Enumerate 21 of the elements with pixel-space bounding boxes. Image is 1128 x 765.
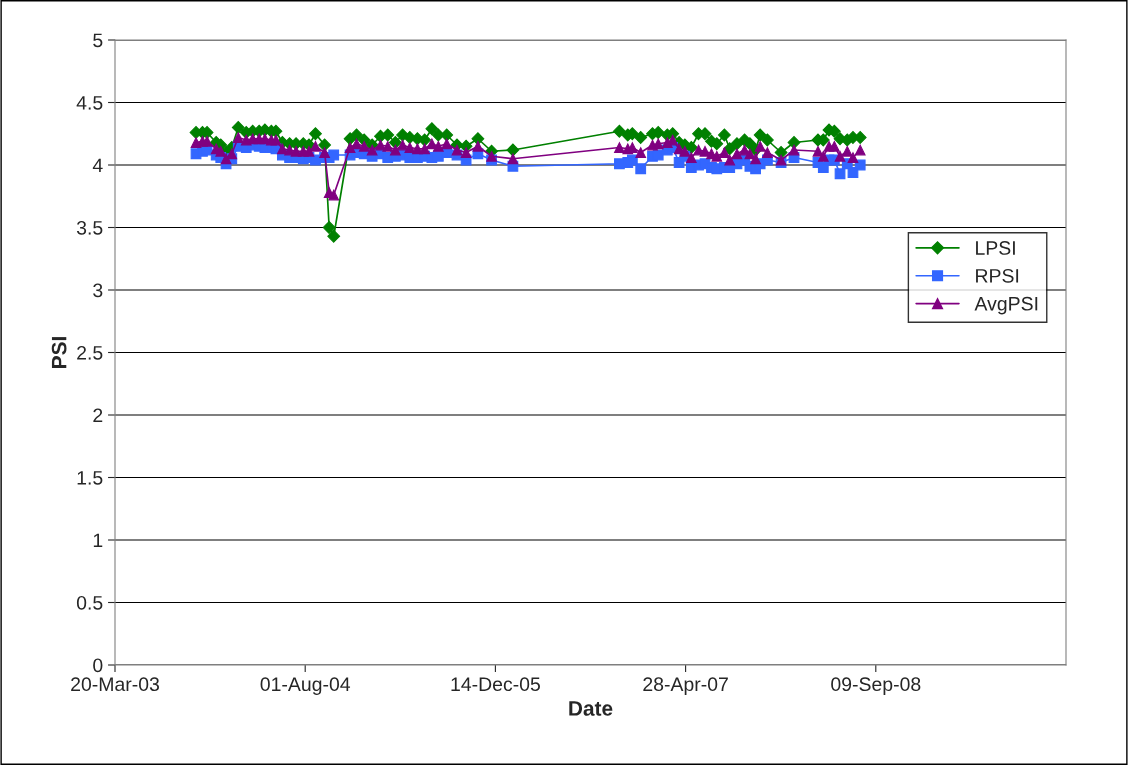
x-tick-label: 20-Mar-03 [71,677,159,692]
y-tick-label: 3.5 [76,220,103,235]
x-tick-label: 14-Dec-05 [451,677,540,692]
y-tick-label: 4.5 [76,96,103,110]
y-axis-title: PSI [51,337,67,368]
y-tick-label: 2 [93,408,103,423]
y-tick-label: 1.5 [77,471,103,485]
y-tick-label: 3 [93,283,103,298]
y-tick-label: 5 [93,33,103,48]
y-tick-label: 1 [93,533,103,548]
y-tick-label: 0.5 [76,595,103,610]
y-tick-label: 2.5 [77,345,103,360]
y-tick-label: 4 [92,158,103,173]
legend-label: LPSI [976,241,1015,255]
x-axis-title: Date [569,701,613,716]
x-tick-label: 09-Sep-08 [831,677,921,695]
y-tick-label: 0 [93,658,103,673]
legend-label: AvgPSI [974,296,1038,315]
legend-label: RPSI [976,268,1019,283]
x-tick-label: 01-Aug-04 [260,677,351,695]
x-tick-label: 28-Apr-07 [643,677,728,695]
